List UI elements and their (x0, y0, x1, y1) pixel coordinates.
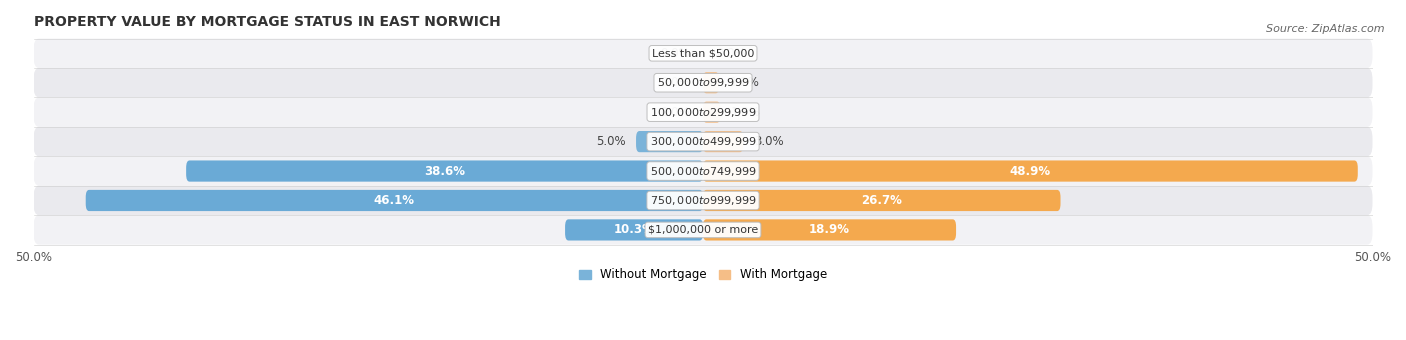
FancyBboxPatch shape (34, 98, 1372, 127)
Text: 5.0%: 5.0% (596, 135, 626, 148)
FancyBboxPatch shape (703, 219, 956, 240)
Text: $50,000 to $99,999: $50,000 to $99,999 (657, 76, 749, 89)
FancyBboxPatch shape (86, 190, 703, 211)
FancyBboxPatch shape (34, 186, 1372, 215)
FancyBboxPatch shape (34, 38, 1372, 68)
Text: 0.0%: 0.0% (659, 47, 689, 60)
Text: 26.7%: 26.7% (862, 194, 903, 207)
Text: 48.9%: 48.9% (1010, 165, 1050, 177)
Legend: Without Mortgage, With Mortgage: Without Mortgage, With Mortgage (574, 264, 832, 286)
FancyBboxPatch shape (703, 190, 1060, 211)
FancyBboxPatch shape (34, 156, 1372, 186)
Text: 46.1%: 46.1% (374, 194, 415, 207)
Text: 0.0%: 0.0% (659, 76, 689, 89)
Text: PROPERTY VALUE BY MORTGAGE STATUS IN EAST NORWICH: PROPERTY VALUE BY MORTGAGE STATUS IN EAS… (34, 15, 501, 29)
FancyBboxPatch shape (34, 127, 1372, 156)
Text: $100,000 to $299,999: $100,000 to $299,999 (650, 106, 756, 119)
FancyBboxPatch shape (703, 72, 718, 94)
FancyBboxPatch shape (636, 131, 703, 152)
Text: Source: ZipAtlas.com: Source: ZipAtlas.com (1267, 24, 1385, 34)
Text: 10.3%: 10.3% (613, 223, 654, 236)
Text: $750,000 to $999,999: $750,000 to $999,999 (650, 194, 756, 207)
Text: $300,000 to $499,999: $300,000 to $499,999 (650, 135, 756, 148)
FancyBboxPatch shape (703, 160, 1358, 182)
FancyBboxPatch shape (703, 102, 720, 123)
Text: $500,000 to $749,999: $500,000 to $749,999 (650, 165, 756, 177)
FancyBboxPatch shape (186, 160, 703, 182)
Text: Less than $50,000: Less than $50,000 (652, 48, 754, 58)
Text: 0.0%: 0.0% (659, 106, 689, 119)
FancyBboxPatch shape (34, 68, 1372, 98)
Text: 0.0%: 0.0% (717, 47, 747, 60)
FancyBboxPatch shape (34, 215, 1372, 245)
Text: 18.9%: 18.9% (808, 223, 851, 236)
FancyBboxPatch shape (703, 131, 744, 152)
Text: 1.3%: 1.3% (731, 106, 761, 119)
Text: 38.6%: 38.6% (425, 165, 465, 177)
Text: $1,000,000 or more: $1,000,000 or more (648, 225, 758, 235)
Text: 3.0%: 3.0% (754, 135, 783, 148)
FancyBboxPatch shape (565, 219, 703, 240)
Text: 1.2%: 1.2% (730, 76, 759, 89)
